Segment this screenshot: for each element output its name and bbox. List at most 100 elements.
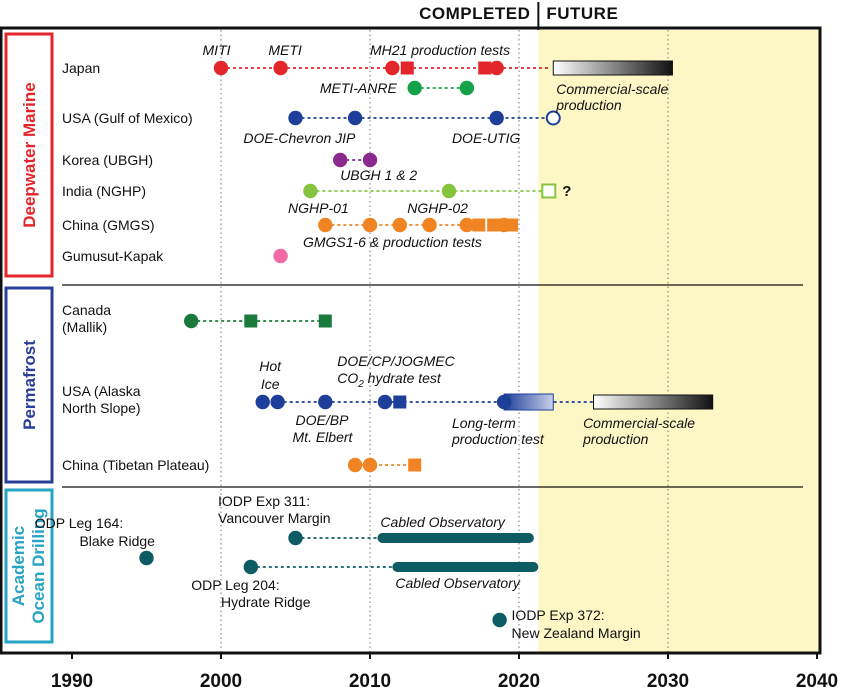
row-label-8-line2: North Slope): [62, 400, 141, 416]
annotation-19: Commercial-scale: [583, 415, 695, 431]
completed-header: COMPLETED: [419, 4, 530, 23]
event-circle-5-0: [318, 217, 333, 233]
annotation-7: DOE-UTIG: [452, 130, 521, 146]
event-circle-7-0: [184, 313, 199, 329]
cabled-observatory-bar-11-0: [392, 562, 539, 572]
event-circle-8-0: [255, 394, 270, 410]
drilling-label-7: New Zealand Margin: [512, 625, 641, 641]
section-label-deepwater-marine: Deepwater Marine: [20, 82, 39, 228]
event-circle-0-0: [213, 60, 229, 76]
row-label-7: Canada: [62, 302, 111, 318]
event-circle-4-0: [303, 183, 318, 199]
annotation-3: METI-ANRE: [320, 80, 398, 96]
drilling-label-5: Hydrate Ridge: [221, 594, 311, 610]
event-square-0-1: [478, 61, 492, 75]
x-tick-label-2000: 2000: [200, 671, 242, 692]
event-circle-2-0: [288, 110, 303, 126]
row-label-5: China (GMGS): [62, 217, 155, 233]
event-circle-4-1: [441, 183, 457, 199]
event-circle-11-0: [243, 559, 258, 575]
drilling-label-4: ODP Leg 204:: [191, 577, 279, 593]
event-circle-0-1: [273, 60, 288, 76]
event-circle-11-1: [492, 612, 507, 628]
event-circle-5-1: [362, 217, 378, 233]
event-circle-2-2: [489, 110, 504, 126]
x-tick-label-2030: 2030: [647, 671, 689, 692]
event-circle-5-3: [422, 217, 437, 233]
commercial-production-bar-0: [552, 60, 673, 76]
drilling-label-1: Vancouver Margin: [218, 510, 331, 526]
event-circle-5-4: [459, 217, 475, 233]
row-label-3: Korea (UBGH): [62, 152, 153, 168]
event-square-5-1: [487, 218, 501, 232]
annotation-21: Cabled Observatory: [380, 514, 506, 530]
event-circle-8-1: [270, 394, 285, 410]
row-label-7-line2: (Mallik): [62, 319, 107, 335]
annotation-12: Hot: [259, 358, 282, 374]
annotation-13: Ice: [261, 376, 280, 392]
x-tick-label-1990: 1990: [51, 671, 93, 692]
planned-event-square-4: [541, 183, 557, 199]
annotation-9: NGHP-01: [288, 200, 349, 216]
row-labels: Japan USA (Gulf of Mexico) Korea (UBGH) Ind…: [62, 60, 209, 473]
section-box-deepwater-marine: Deepwater Marine: [4, 32, 54, 278]
planned-event-circle-2: [545, 110, 561, 126]
annotation-18: production test: [451, 431, 545, 447]
event-circle-1-1: [459, 80, 475, 96]
section-label-academic-ocean-drilling: AcademicOcean Drilling: [9, 508, 48, 623]
x-tick-label-2020: 2020: [498, 671, 540, 692]
row-label-2: USA (Gulf of Mexico): [62, 110, 193, 126]
event-circle-0-3: [489, 60, 504, 76]
annotation-1: METI: [268, 42, 302, 58]
event-square-5-0: [472, 218, 486, 232]
unknown-future-question-mark: ?: [562, 183, 571, 200]
annotation-4: Commercial-scale: [556, 81, 668, 97]
event-circle-10-1: [288, 530, 303, 546]
section-label-permafrost: Permafrost: [20, 340, 39, 430]
event-square-8-0: [393, 395, 407, 409]
event-circle-10-0: [139, 550, 154, 566]
annotation-6: DOE-Chevron JIP: [243, 130, 356, 146]
row-label-9: China (Tibetan Plateau): [62, 457, 209, 473]
drilling-label-3: Blake Ridge: [79, 533, 155, 549]
row-label-6: Gumusut-Kapak: [62, 248, 164, 264]
annotation-17: Long-term: [452, 415, 516, 431]
section-box-permafrost: Permafrost: [4, 286, 54, 484]
annotation-5: production: [555, 97, 622, 113]
row-label-8: USA (Alaska: [62, 383, 141, 399]
annotation-15: DOE/BP: [296, 412, 350, 428]
annotation-8: UBGH 1 & 2: [340, 167, 417, 183]
annotation-10: NGHP-02: [407, 200, 468, 216]
event-circle-9-0: [347, 457, 363, 473]
event-circle-3-1: [362, 152, 378, 168]
event-circle-6-0: [273, 248, 288, 264]
event-circle-8-3: [377, 394, 393, 410]
event-circle-9-1: [362, 457, 378, 473]
annotation-20: production: [582, 431, 649, 447]
x-tick-label-2010: 2010: [349, 671, 391, 692]
row-label-4: India (NGHP): [62, 183, 146, 199]
event-circle-8-4: [496, 394, 512, 410]
drilling-label-6: IODP Exp 372:: [512, 607, 605, 623]
event-square-7-0: [244, 314, 258, 328]
event-circle-2-1: [347, 110, 363, 126]
cabled-observatory-bar-10-0: [377, 533, 534, 543]
event-circle-5-2: [392, 217, 407, 233]
future-region-background: [538, 30, 819, 652]
event-square-9-0: [408, 458, 422, 472]
event-circle-3-0: [333, 152, 348, 168]
annotation-11: GMGS1-6 & production tests: [303, 234, 482, 250]
event-square-0-0: [400, 61, 414, 75]
annotations: MITI METI MH21 production tests METI-ANRE Co…: [35, 42, 696, 641]
event-square-7-1: [318, 314, 332, 328]
x-axis-tick-labels: 1990 2000 2010 2020 2030 2040: [51, 652, 838, 692]
annotation-co2-hydrate-test: CO2 hydrate test: [337, 370, 442, 390]
drilling-label-2: ODP Leg 164:: [35, 515, 123, 531]
event-circle-1-0: [407, 80, 422, 96]
drilling-label-0: IODP Exp 311:: [218, 493, 310, 509]
annotation-14: DOE/CP/JOGMEC: [337, 353, 455, 369]
section-box-academic-ocean-drilling: AcademicOcean Drilling: [4, 488, 54, 644]
annotation-2: MH21 production tests: [370, 42, 510, 58]
long-term-test-bar-8: [503, 393, 554, 411]
